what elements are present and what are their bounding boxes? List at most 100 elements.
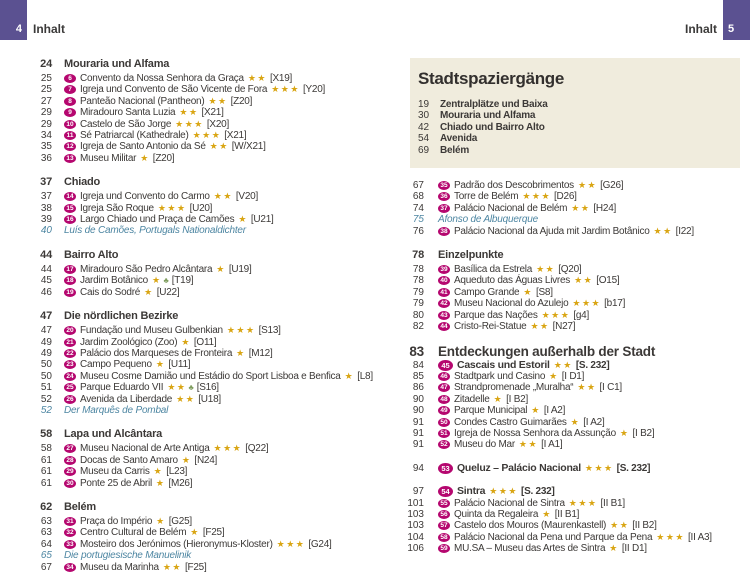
city-walk-row: 69 Belém [418, 145, 728, 156]
toc-row: 36 13 Museu Militar ★ [Z20] [26, 153, 392, 164]
row-body: 45 Cascais und Estoril ★★ [S. 232] [438, 359, 610, 371]
row-body: 13 Museu Militar ★ [Z20] [64, 152, 175, 164]
section-title: Chiado [64, 176, 101, 189]
star-rating: ★★★ [276, 538, 306, 549]
star-rating: ★ [542, 508, 552, 519]
map-reference: [M26] [168, 477, 193, 489]
row-body: 26 Avenida da Liberdade ★★ [U18] [64, 394, 221, 405]
entry-title: Quinta da Regaleira [454, 508, 539, 520]
page-number: 29 [40, 118, 52, 130]
entry-title: Basílica da Estrela [454, 264, 533, 276]
row-body: 27 Museu Nacional de Arte Antiga ★★★ [Q22] [64, 443, 269, 455]
page-number: 90 [412, 393, 424, 405]
sight-number-badge: 45 [438, 359, 453, 371]
toc-row: 103 57 Castelo dos Mouros (Maurenkastell) ★… [404, 520, 744, 531]
map-reference: [I C1] [599, 382, 623, 394]
star-rating: ★ [151, 275, 162, 286]
row-body: 33 Mosteiro dos Jerónimos (Hieronymus-Klo… [64, 539, 332, 550]
sight-number-badge: 7 [64, 85, 76, 95]
star-rating: ★★ [162, 561, 182, 572]
map-reference: [G25] [168, 515, 192, 527]
sight-number-badge: 58 [438, 532, 450, 542]
section-page-number: 24 [40, 58, 52, 70]
sight-number-badge: 24 [64, 371, 76, 381]
sight-number-badge: 51 [438, 428, 450, 438]
map-reference: [S13] [258, 325, 281, 337]
star-rating: ★ [344, 370, 355, 381]
page-number: 61 [40, 466, 52, 478]
sight-number-badge: 42 [438, 299, 450, 309]
row-body: 29 Museu da Carris ★ [L23] [64, 466, 187, 477]
city-walk-row: 42 Chiado und Bairro Alto [418, 122, 728, 133]
sight-number-badge: 19 [64, 287, 76, 297]
entry-title: Ponte 25 de Abril [80, 477, 152, 489]
entry-title: Palácio Nacional da Ajuda mit Jardim Bot… [454, 225, 650, 237]
row-body: 17 Miradouro São Pedro Alcântara ★ [U19] [64, 264, 252, 275]
entry-title: Largo Chiado und Praça de Camões [80, 214, 235, 226]
map-reference: [I A1] [541, 439, 563, 451]
toc-section: 24 Mouraria und Alfama 25 6 Convento da Noss… [26, 58, 392, 164]
toc-row: 61 28 Docas de Santo Amaro ★ [N24] [26, 455, 392, 466]
section-title: Lapa und Alcântara [64, 428, 163, 441]
entry-title: Mosteiro dos Jerónimos (Hieronymus-Klost… [80, 538, 273, 550]
toc-row: 45 18 Jardim Botânico ★ ♣ [T19] [26, 275, 392, 286]
toc-row: 46 19 Cais do Sodré ★ [U22] [26, 287, 392, 298]
page-number: 39 [40, 214, 52, 226]
section-title: Entdeckungen außerhalb der Stadt [438, 343, 656, 359]
entry-title: Cristo-Rei-Statue [454, 321, 527, 333]
toc-row: 63 32 Centro Cultural de Belém ★ [F25] [26, 527, 392, 538]
star-rating: ★★ [553, 359, 573, 370]
row-body: 30 Ponte 25 de Abril ★ [M26] [64, 477, 193, 489]
toc-row: 79 41 Campo Grande ★ [S8] [404, 287, 744, 298]
row-body: 40 Aqueduto das Águas Livres ★★ [O15] [438, 275, 620, 286]
page-number: 91 [412, 427, 424, 439]
section-title: Einzelpunkte [438, 249, 504, 262]
toc-column-left: 24 Mouraria und Alfama 25 6 Convento da Noss… [26, 58, 392, 573]
entry-title: Sé Patriarcal (Kathedrale) [80, 130, 189, 142]
sight-number-badge: 50 [438, 417, 450, 427]
row-body: Luís de Camões, Portugals Nationaldichte… [64, 225, 246, 236]
map-reference: [Z20] [152, 152, 175, 164]
walk-page-number: 19 [418, 99, 430, 110]
row-body: 7 Igreja und Convento de São Vicente de F… [64, 84, 325, 95]
star-rating: ★ [181, 336, 191, 347]
sight-number-badge: 52 [438, 440, 450, 450]
row-body: 54 Sintra ★★★ [S. 232] [438, 485, 555, 498]
toc-row: 50 24 Museu Cosme Damião und Estádio do Sp… [26, 371, 392, 382]
toc-row: 49 22 Palácio dos Marqueses de Fronteira ★[… [26, 348, 392, 359]
city-walk-row: 54 Avenida [418, 133, 728, 144]
star-rating: ★★★ [175, 118, 204, 129]
star-rating: ★★ [577, 180, 598, 191]
row-body: Afonso de Albuquerque [438, 214, 538, 225]
sight-number-badge: 25 [64, 383, 76, 393]
toc-row: 44 17 Miradouro São Pedro Alcântara ★ [U19] [26, 264, 392, 275]
sight-number-badge: 36 [438, 192, 450, 202]
map-reference: [b17] [604, 298, 626, 310]
toc-row: 76 38 Palácio Nacional da Ajuda mit Jardim… [404, 226, 744, 237]
entry-title: Museu Nacional de Arte Antiga [80, 443, 210, 455]
walk-title: Mouraria und Alfama [440, 110, 536, 122]
sight-number-badge: 44 [438, 322, 450, 332]
toc-section: 94 53 Queluz – Palácio Nacional ★★★ [S. 232] [404, 462, 744, 474]
row-body: 53 Queluz – Palácio Nacional ★★★ [S. 232] [438, 462, 650, 474]
map-reference: [O11] [193, 336, 217, 348]
toc-row: 65 Die portugiesische Manuelinik [26, 550, 392, 561]
star-rating: ★★★ [584, 462, 614, 473]
page-number: 65 [40, 550, 52, 562]
map-reference: [U22] [156, 286, 180, 298]
walk-page-number: 30 [418, 110, 430, 122]
sight-number-badge: 31 [64, 516, 76, 526]
map-reference: [D26] [554, 191, 577, 203]
section-page-number: 78 [412, 249, 424, 262]
map-reference: [U11] [168, 359, 191, 371]
entry-title: Palácio Nacional de Belém [454, 202, 568, 214]
row-body: 56 Quinta da Regaleira ★ [II B1] [438, 509, 579, 520]
row-body: 18 Jardim Botânico ★ ♣ [T19] [64, 275, 194, 286]
map-reference: [Q22] [245, 443, 269, 455]
section-title: Bairro Alto [64, 248, 119, 261]
page-number: 64 [40, 538, 52, 550]
toc-row: 91 52 Museu do Mar ★★ [I A1] [404, 439, 744, 450]
page-number: 52 [40, 393, 52, 405]
toc-row: 74 37 Palácio Nacional de Belém ★★ [H24] [404, 203, 744, 214]
star-rating: ★★★ [522, 191, 552, 202]
